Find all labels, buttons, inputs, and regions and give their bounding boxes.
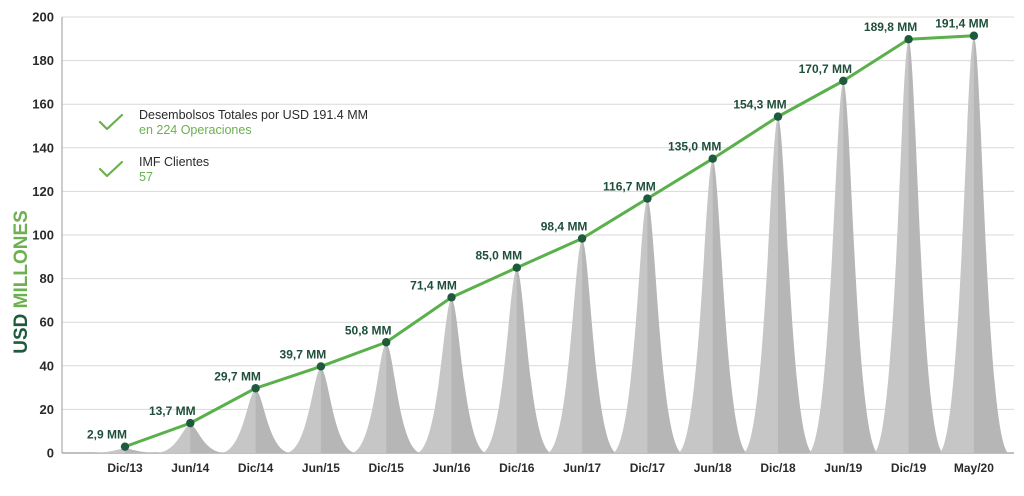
x-tick-label: May/20 — [954, 461, 994, 475]
data-point — [316, 362, 326, 371]
data-point — [708, 154, 717, 163]
data-point — [643, 194, 652, 203]
x-tick-label: Dic/13 — [107, 461, 143, 475]
series-line — [124, 34, 974, 449]
y-tick-label: 160 — [32, 97, 54, 112]
data-point — [120, 442, 130, 451]
x-tick-labels: Dic/13 Jun/14 Dic/14 Jun/15 Dic/15 Jun/16 Dic/… — [107, 461, 994, 475]
x-tick-label: Dic/18 — [760, 461, 796, 475]
data-markers — [120, 31, 979, 451]
y-tick-label: 20 — [40, 402, 54, 417]
data-point — [512, 263, 521, 272]
x-tick-label: Jun/14 — [171, 461, 209, 475]
data-point — [904, 35, 913, 44]
y-tick-labels: 0 20 40 60 80 100 120 140 160 180 200 — [32, 10, 54, 461]
data-label: 50,8 MM — [345, 323, 392, 337]
peak-shade — [712, 160, 747, 453]
peak-shade — [778, 118, 812, 453]
peaks — [91, 37, 1008, 454]
peak-shade — [516, 269, 551, 453]
peak-shade — [582, 240, 617, 453]
peak-shade — [255, 390, 290, 453]
grid — [61, 16, 1014, 454]
y-tick-label: 60 — [40, 315, 54, 330]
y-tick-label: 200 — [32, 10, 54, 25]
peak-shade — [386, 344, 421, 453]
legend-sub: en 224 Operaciones — [139, 123, 252, 137]
data-label: 85,0 MM — [475, 249, 522, 263]
peak-shade — [125, 448, 159, 453]
peak-shade — [908, 41, 943, 454]
peak-shade — [190, 425, 225, 453]
data-point — [251, 384, 260, 393]
data-label: 13,7 MM — [149, 404, 196, 418]
y-tick-label: 140 — [32, 140, 54, 155]
data-point — [969, 31, 979, 40]
data-point — [447, 293, 456, 302]
x-tick-label: Dic/14 — [238, 461, 274, 475]
data-point — [773, 112, 783, 121]
data-point — [186, 418, 195, 428]
series-polyline — [124, 34, 974, 449]
y-tick-label: 100 — [32, 228, 54, 243]
peak-shade — [973, 37, 1008, 454]
data-point — [839, 76, 848, 86]
data-label: 191,4 MM — [935, 17, 988, 31]
y-tick-label: 120 — [32, 184, 54, 199]
y-tick-label: 180 — [32, 53, 54, 68]
x-tick-label: Dic/15 — [369, 461, 405, 475]
data-label: 39,7 MM — [280, 347, 327, 361]
data-labels: 2,9 MM 13,7 MM 29,7 MM 39,7 MM 50,8 MM 71,4 M… — [87, 17, 989, 442]
x-tick-label: Jun/15 — [302, 461, 340, 475]
y-axis-label: USD MILLONES — [11, 210, 32, 354]
legend-title: IMF Clientes — [139, 155, 210, 169]
data-label: 29,7 MM — [214, 369, 261, 383]
data-label: 71,4 MM — [410, 278, 457, 292]
legend-title: Desembolsos Totales por USD 191.4 MM — [139, 108, 369, 122]
peak-shade — [451, 299, 486, 453]
x-tick-label: Dic/16 — [499, 461, 535, 475]
x-tick-label: Jun/17 — [563, 461, 601, 475]
data-label: 98,4 MM — [541, 219, 588, 233]
x-tick-label: Jun/18 — [694, 461, 732, 475]
check-icon — [98, 113, 124, 131]
x-tick-label: Dic/19 — [891, 461, 927, 475]
data-label: 170,7 MM — [799, 62, 852, 76]
data-point — [577, 234, 587, 243]
peak-shade — [320, 368, 355, 453]
x-tick-label: Jun/16 — [432, 461, 470, 475]
check-icon — [98, 160, 124, 178]
legend-sub: 57 — [139, 170, 153, 184]
data-label: 116,7 MM — [603, 180, 656, 194]
y-tick-label: 0 — [47, 446, 54, 461]
data-label: 2,9 MM — [87, 428, 127, 442]
y-tick-label: 40 — [40, 358, 54, 373]
y-axis-label-part1: USD — [11, 314, 32, 354]
data-label: 154,3 MM — [733, 98, 786, 112]
x-tick-label: Jun/19 — [824, 461, 862, 475]
peak-shade — [647, 200, 682, 453]
data-point — [382, 338, 391, 347]
y-tick-label: 80 — [40, 271, 54, 286]
data-label: 189,8 MM — [864, 20, 917, 34]
peak-shade — [843, 82, 878, 454]
y-axis-label-part2: MILLONES — [11, 210, 32, 308]
x-tick-label: Dic/17 — [630, 461, 666, 475]
data-label: 135,0 MM — [668, 140, 721, 154]
